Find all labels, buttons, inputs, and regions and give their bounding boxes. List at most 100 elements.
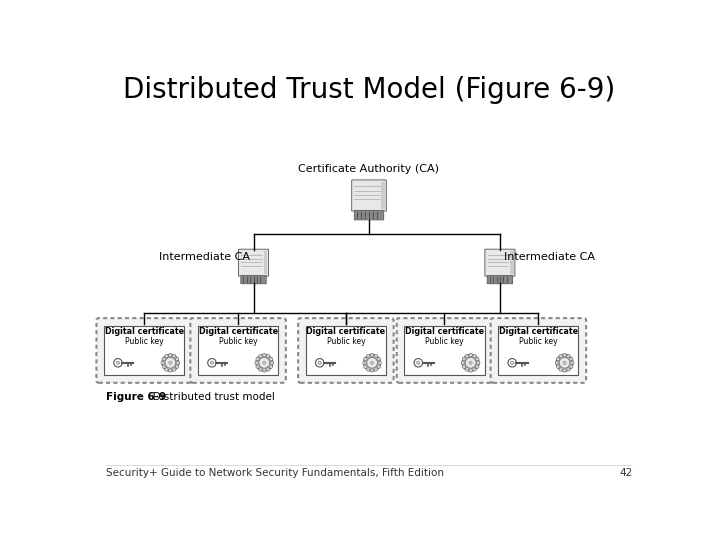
Circle shape (508, 359, 516, 367)
FancyBboxPatch shape (104, 326, 184, 375)
FancyBboxPatch shape (485, 249, 515, 276)
Text: 42: 42 (619, 468, 632, 478)
Text: Distributed trust model: Distributed trust model (143, 393, 274, 402)
Circle shape (210, 361, 213, 365)
Circle shape (374, 368, 377, 371)
Circle shape (165, 368, 168, 371)
Text: Digital certificate: Digital certificate (405, 327, 484, 336)
Circle shape (462, 354, 479, 372)
Circle shape (207, 359, 216, 367)
Circle shape (370, 353, 374, 357)
Circle shape (114, 359, 122, 367)
Circle shape (462, 361, 464, 365)
FancyBboxPatch shape (354, 211, 384, 220)
Circle shape (559, 368, 562, 371)
Circle shape (364, 365, 367, 368)
FancyBboxPatch shape (405, 326, 485, 375)
Circle shape (559, 354, 562, 358)
Circle shape (473, 354, 476, 358)
Circle shape (476, 365, 479, 368)
Circle shape (263, 361, 266, 365)
Circle shape (270, 361, 274, 365)
Circle shape (563, 369, 566, 372)
Circle shape (462, 365, 466, 368)
Circle shape (556, 354, 573, 372)
Circle shape (567, 354, 570, 358)
Circle shape (176, 361, 180, 365)
Circle shape (161, 361, 164, 365)
FancyBboxPatch shape (198, 326, 278, 375)
Circle shape (258, 354, 262, 358)
FancyBboxPatch shape (240, 275, 266, 284)
FancyBboxPatch shape (96, 318, 192, 383)
Circle shape (165, 357, 176, 368)
Circle shape (370, 369, 374, 372)
Circle shape (315, 359, 324, 367)
Circle shape (364, 357, 367, 361)
Circle shape (377, 357, 380, 361)
Circle shape (266, 354, 270, 358)
Circle shape (563, 353, 566, 357)
FancyBboxPatch shape (490, 318, 586, 383)
Text: Digital certificate: Digital certificate (499, 327, 578, 336)
Circle shape (258, 368, 262, 371)
Circle shape (162, 357, 166, 361)
FancyBboxPatch shape (382, 182, 385, 209)
Text: Digital certificate: Digital certificate (104, 327, 184, 336)
Circle shape (175, 357, 179, 361)
FancyBboxPatch shape (351, 180, 387, 211)
Text: Certificate Authority (CA): Certificate Authority (CA) (299, 164, 439, 174)
Text: Public key: Public key (327, 337, 365, 346)
Text: Distributed Trust Model (Figure 6-9): Distributed Trust Model (Figure 6-9) (123, 76, 615, 104)
Circle shape (557, 365, 559, 368)
Circle shape (469, 369, 472, 372)
Circle shape (175, 365, 179, 368)
Circle shape (162, 354, 179, 372)
Circle shape (555, 361, 559, 365)
Circle shape (168, 369, 172, 372)
Circle shape (476, 357, 479, 361)
Circle shape (465, 368, 469, 371)
Circle shape (374, 354, 377, 358)
Text: Public key: Public key (519, 337, 558, 346)
Text: Intermediate CA: Intermediate CA (158, 252, 250, 262)
Circle shape (371, 361, 374, 365)
Circle shape (263, 353, 266, 357)
Circle shape (378, 361, 382, 365)
Text: Security+ Guide to Network Security Fundamentals, Fifth Edition: Security+ Guide to Network Security Fund… (106, 468, 444, 478)
Circle shape (168, 361, 172, 365)
Circle shape (469, 361, 472, 365)
Circle shape (469, 353, 472, 357)
Circle shape (162, 365, 166, 368)
Text: ........: ........ (371, 183, 379, 187)
Circle shape (510, 361, 514, 365)
Circle shape (557, 357, 559, 361)
Circle shape (563, 361, 566, 365)
Circle shape (366, 357, 377, 368)
Circle shape (168, 353, 172, 357)
Text: Public key: Public key (425, 337, 464, 346)
Circle shape (417, 361, 420, 365)
Circle shape (477, 361, 480, 365)
Circle shape (318, 361, 321, 365)
Circle shape (570, 361, 574, 365)
FancyBboxPatch shape (510, 251, 514, 274)
FancyBboxPatch shape (397, 318, 492, 383)
Text: Figure 6-9: Figure 6-9 (106, 393, 166, 402)
Circle shape (364, 354, 381, 372)
Circle shape (363, 361, 366, 365)
Circle shape (570, 357, 573, 361)
Circle shape (366, 354, 370, 358)
FancyBboxPatch shape (487, 275, 513, 284)
Circle shape (465, 354, 469, 358)
Circle shape (173, 354, 176, 358)
Circle shape (256, 357, 259, 361)
FancyBboxPatch shape (190, 318, 286, 383)
FancyBboxPatch shape (306, 326, 386, 375)
Circle shape (559, 357, 570, 368)
Circle shape (465, 357, 476, 368)
Circle shape (567, 368, 570, 371)
Circle shape (259, 357, 270, 368)
Circle shape (256, 365, 259, 368)
FancyBboxPatch shape (298, 318, 394, 383)
